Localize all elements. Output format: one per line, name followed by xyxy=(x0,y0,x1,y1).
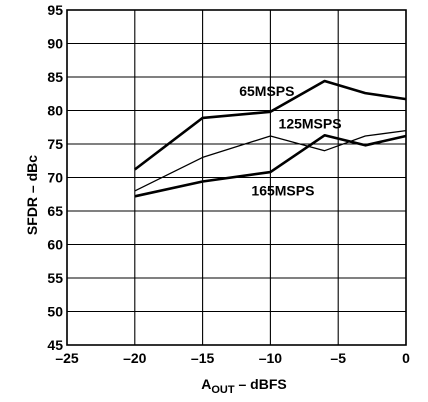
y-tick-label: 80 xyxy=(47,103,63,119)
x-tick-label: –15 xyxy=(191,350,215,366)
series-line-165msps xyxy=(134,134,407,198)
x-tick-label: –25 xyxy=(55,350,79,366)
x-axis-label-main: A xyxy=(201,376,211,392)
x-tick-label: 0 xyxy=(402,350,410,366)
series-label-125msps: 125MSPS xyxy=(279,116,342,132)
y-tick-label: 50 xyxy=(47,304,63,320)
x-tick-label: –5 xyxy=(330,350,346,366)
x-tick-labels: –25 –20 –15 –10 –5 0 xyxy=(55,350,410,366)
y-axis-label: SFDR – dBc xyxy=(24,155,40,235)
y-tick-label: 55 xyxy=(47,270,63,286)
y-tick-label: 70 xyxy=(47,170,63,186)
x-axis-label-subscript: OUT xyxy=(211,384,235,396)
y-tick-label: 65 xyxy=(47,203,63,219)
y-tick-label: 95 xyxy=(47,2,63,18)
series-label-65msps: 65MSPS xyxy=(239,83,294,99)
y-tick-label: 75 xyxy=(47,136,63,152)
series-line-125msps xyxy=(134,129,407,192)
y-tick-label: 85 xyxy=(47,69,63,85)
series-label-165msps: 165MSPS xyxy=(251,183,314,199)
plot-frame xyxy=(66,9,407,346)
y-tick-label: 60 xyxy=(47,237,63,253)
y-tick-labels: 45 50 55 60 65 70 75 80 85 90 95 xyxy=(47,2,63,353)
series-labels: 65MSPS 125MSPS 165MSPS xyxy=(239,83,341,199)
series-line-65msps xyxy=(134,79,407,171)
y-tick-label: 90 xyxy=(47,36,63,52)
x-axis-label: AOUT – dBFS xyxy=(201,376,286,396)
y-tick-label: 45 xyxy=(47,337,63,353)
x-tick-label: –20 xyxy=(123,350,147,366)
x-axis-label-unit: – dBFS xyxy=(235,376,287,392)
series-layer xyxy=(134,79,407,198)
x-tick-label: –10 xyxy=(259,350,283,366)
